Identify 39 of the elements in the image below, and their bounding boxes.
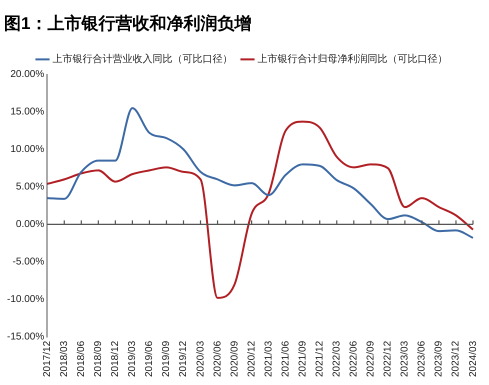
x-tick-label: 2022/06 [348, 340, 360, 378]
x-tick-label: 2023/12 [450, 340, 462, 378]
x-tick-label: 2021/03 [263, 340, 274, 378]
y-tick-label: -15.00% [6, 332, 44, 343]
legend-label: 上市银行合计营业收入同比（可比口径） [52, 53, 232, 66]
y-tick-label: -5.00% [12, 256, 44, 268]
x-tick-label: 2018/03 [59, 340, 70, 378]
x-tick-label: 2020/12 [246, 340, 258, 378]
x-tick-label: 2019/03 [127, 340, 138, 378]
line-series [46, 120, 474, 299]
x-tick-label: 2022/03 [332, 340, 343, 378]
x-tick-label: 2024/03 [468, 340, 479, 378]
x-tick-label: 2019/06 [144, 340, 156, 378]
x-tick-label: 2021/12 [314, 340, 326, 378]
line-series [46, 107, 474, 239]
x-tick-label: 2017/12 [42, 340, 53, 378]
x-tick-label: 2020/03 [195, 340, 206, 378]
x-tick-label: 2018/06 [76, 340, 88, 378]
y-tick-label: 5.00% [16, 182, 44, 193]
y-tick-label: -10.00% [6, 294, 44, 306]
y-tick-label: 10.00% [10, 144, 44, 156]
x-tick-label: 2022/12 [382, 340, 394, 378]
x-tick-label: 2018/12 [110, 340, 122, 378]
legend-label: 上市银行合计归母净利润同比（可比口径） [258, 53, 448, 66]
y-tick-label: 15.00% [10, 106, 44, 118]
x-tick-label: 2021/06 [280, 340, 292, 378]
x-tick-label: 2018/09 [93, 340, 104, 378]
x-tick-label: 2019/12 [178, 340, 190, 378]
y-tick-label: 20.00% [10, 69, 44, 80]
x-tick-label: 2023/06 [416, 340, 428, 378]
x-tick-label: 2020/09 [229, 340, 240, 378]
x-tick-label: 2023/03 [400, 340, 411, 378]
y-tick-label: 0.00% [16, 219, 44, 230]
chart-title: 图1：上市银行营收和净利润负增 [4, 14, 252, 33]
x-tick-label: 2021/09 [297, 340, 308, 378]
x-tick-label: 2020/06 [212, 340, 224, 378]
x-tick-label: 2022/09 [366, 340, 377, 378]
x-tick-label: 2019/09 [161, 340, 172, 378]
x-tick-label: 2023/09 [434, 340, 445, 378]
